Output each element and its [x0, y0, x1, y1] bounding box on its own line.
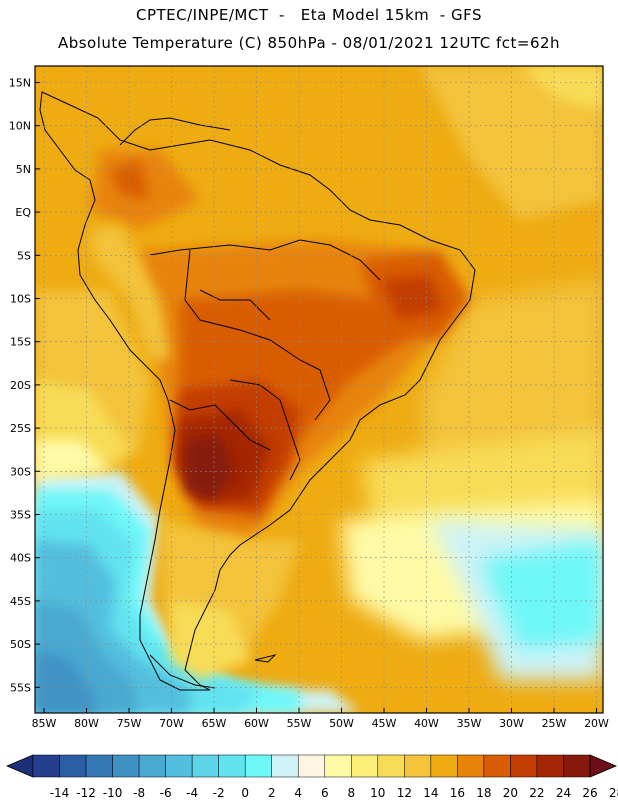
colorbar-label: 14: [423, 786, 438, 800]
colorbar-label: -12: [76, 786, 96, 800]
colorbar-segment: [138, 754, 166, 778]
colorbar-segment: [457, 754, 485, 778]
colorbar-segment: [324, 754, 352, 778]
colorbar-label: -14: [50, 786, 70, 800]
colorbar-under-arrow: [5, 754, 34, 778]
lat-label: 55S: [10, 681, 31, 694]
colorbar-label: -8: [133, 786, 145, 800]
colorbar-label: 26: [582, 786, 597, 800]
lon-label: 70W: [159, 717, 184, 730]
lat-label: 30S: [10, 465, 31, 478]
lon-label: 25W: [542, 717, 567, 730]
lon-label: 20W: [584, 717, 609, 730]
colorbar-segment: [271, 754, 299, 778]
colorbar-segment: [377, 754, 405, 778]
latitude-labels: 15N 10N 5N EQ 5S 10S 15S 20S 25S 30S 35S 40S 45S 50S 5…: [9, 77, 40, 694]
plot-frame: [34, 65, 604, 714]
colorbar-label: 18: [476, 786, 491, 800]
colorbar: -14 -12 -10 -8 -6 -4 -2 0 2 4 6 8 10 12 14 16 18 20 22 24 26…: [5, 754, 618, 800]
lon-label: 80W: [74, 717, 99, 730]
lat-label: 35S: [10, 509, 31, 522]
colorbar-label: 0: [241, 786, 249, 800]
colorbar-label: -4: [186, 786, 198, 800]
colorbar-label: 10: [370, 786, 385, 800]
lat-label: 10S: [10, 293, 31, 306]
colorbar-label: 28: [609, 786, 618, 800]
lat-label: 15N: [9, 77, 31, 90]
title-line-2: Absolute Temperature (C) 850hPa - 08/01/…: [57, 34, 561, 52]
colorbar-label: 20: [503, 786, 518, 800]
lat-label: 25S: [10, 422, 31, 435]
lat-label: 10N: [9, 120, 31, 133]
lon-label: 40W: [414, 717, 439, 730]
lat-label: 45S: [10, 595, 31, 608]
colorbar-label: -2: [213, 786, 225, 800]
colorbar-label: 6: [321, 786, 329, 800]
colorbar-label: -10: [103, 786, 123, 800]
title-line-1: CPTEC/INPE/MCT - Eta Model 15km - GFS: [136, 6, 482, 24]
colorbar-label: -6: [160, 786, 172, 800]
colorbar-label: 8: [347, 786, 355, 800]
lat-label: 20S: [10, 379, 31, 392]
colorbar-segment: [297, 754, 326, 778]
colorbar-segment: [536, 754, 564, 778]
longitude-labels: 85W 80W 75W 70W 65W 60W 55W 50W 45W 40W 35W 30W 25W 2…: [32, 708, 609, 730]
lat-label: 40S: [10, 552, 31, 565]
colorbar-segment: [244, 754, 272, 778]
lon-label: 85W: [32, 717, 57, 730]
colorbar-segment: [404, 754, 432, 778]
colorbar-label: 12: [397, 786, 412, 800]
colorbar-segment: [218, 754, 246, 778]
colorbar-segment: [112, 754, 140, 778]
lon-label: 30W: [499, 717, 524, 730]
lat-label: 5S: [17, 249, 31, 262]
colorbar-segment: [483, 754, 511, 778]
colorbar-segment: [32, 754, 60, 778]
lat-label: 15S: [10, 336, 31, 349]
lon-label: 55W: [287, 717, 312, 730]
lat-label: 5N: [16, 163, 31, 176]
lat-label: EQ: [15, 206, 31, 219]
temperature-field: [35, 66, 603, 713]
lon-label: 65W: [202, 717, 227, 730]
lon-label: 60W: [244, 717, 269, 730]
lon-label: 50W: [329, 717, 354, 730]
colorbar-over-arrow: [589, 754, 618, 778]
colorbar-label: 16: [450, 786, 465, 800]
colorbar-segment: [351, 754, 379, 778]
colorbar-segment: [85, 754, 113, 778]
colorbar-segment: [165, 754, 193, 778]
colorbar-label: 4: [294, 786, 302, 800]
colorbar-segment: [191, 754, 219, 778]
lon-label: 35W: [457, 717, 482, 730]
colorbar-label: 22: [529, 786, 544, 800]
colorbar-segment: [510, 754, 538, 778]
colorbar-segment: [59, 754, 87, 778]
colorbar-label: 24: [556, 786, 571, 800]
colorbar-label: 2: [268, 786, 276, 800]
colorbar-segment: [430, 754, 458, 778]
lat-label: 50S: [10, 638, 31, 651]
lon-label: 75W: [117, 717, 142, 730]
lon-label: 45W: [372, 717, 397, 730]
coastline: [39, 91, 476, 691]
colorbar-segment: [563, 754, 591, 778]
